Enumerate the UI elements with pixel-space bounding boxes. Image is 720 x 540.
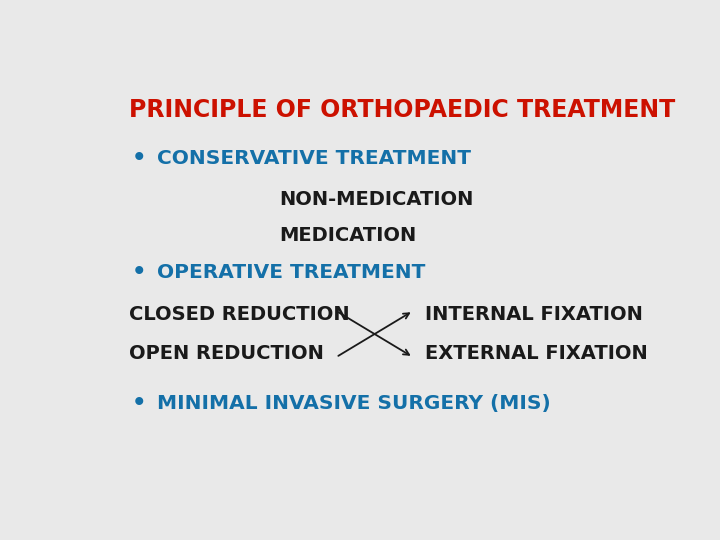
Text: MINIMAL INVASIVE SURGERY (MIS): MINIMAL INVASIVE SURGERY (MIS) bbox=[157, 394, 551, 413]
Text: INTERNAL FIXATION: INTERNAL FIXATION bbox=[425, 305, 643, 324]
Text: NON-MEDICATION: NON-MEDICATION bbox=[280, 191, 474, 210]
Text: •: • bbox=[132, 261, 146, 284]
Text: •: • bbox=[132, 392, 146, 415]
Text: OPERATIVE TREATMENT: OPERATIVE TREATMENT bbox=[157, 263, 426, 282]
Text: •: • bbox=[132, 147, 146, 170]
Text: CLOSED REDUCTION: CLOSED REDUCTION bbox=[129, 305, 350, 324]
Text: CONSERVATIVE TREATMENT: CONSERVATIVE TREATMENT bbox=[157, 149, 471, 168]
Text: PRINCIPLE OF ORTHOPAEDIC TREATMENT: PRINCIPLE OF ORTHOPAEDIC TREATMENT bbox=[129, 98, 675, 122]
Text: OPEN REDUCTION: OPEN REDUCTION bbox=[129, 345, 324, 363]
Text: EXTERNAL FIXATION: EXTERNAL FIXATION bbox=[425, 345, 647, 363]
Text: MEDICATION: MEDICATION bbox=[280, 226, 417, 245]
